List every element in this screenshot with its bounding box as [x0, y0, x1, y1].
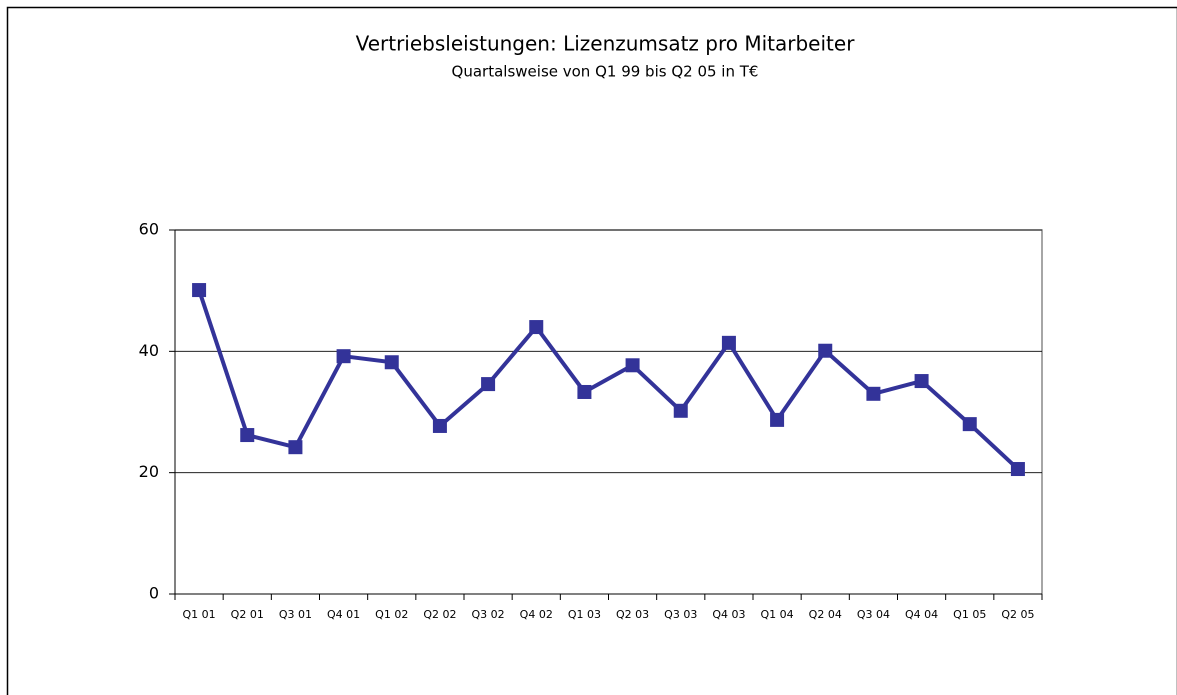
plot-border: [175, 229, 1043, 594]
y-tick-label: 20: [139, 462, 159, 481]
marker: [866, 386, 881, 401]
marker: [240, 428, 255, 443]
x-tick-label: Q4 01: [327, 608, 360, 621]
marker: [721, 335, 736, 350]
x-tick-label: Q4 03: [712, 608, 745, 621]
y-tick-label: 40: [139, 341, 159, 360]
x-tick-label: Q1 03: [568, 608, 601, 621]
x-tick-label: Q2 04: [809, 608, 842, 621]
marker: [962, 417, 977, 432]
marker: [288, 440, 303, 455]
x-tick-label: Q2 05: [1001, 608, 1034, 621]
x-tick-label: Q2 03: [616, 608, 649, 621]
frame: [6, 6, 1177, 695]
marker: [770, 412, 785, 427]
x-tick-label: Q3 04: [857, 608, 890, 621]
marker: [432, 418, 447, 433]
x-tick-label: Q4 04: [905, 608, 938, 621]
x-tick-label: Q1 01: [183, 608, 216, 621]
series-line: [197, 289, 1020, 471]
marker: [529, 320, 544, 335]
x-tick-label: Q2 02: [423, 608, 456, 621]
marker: [577, 384, 592, 399]
y-tick-label: 60: [139, 220, 159, 239]
chart-subtitle: Quartalsweise von Q1 99 bis Q2 05 in T€: [452, 63, 759, 81]
marker: [818, 343, 833, 358]
marker: [192, 283, 207, 298]
marker: [384, 355, 399, 370]
x-tick-label: Q3 02: [472, 608, 505, 621]
x-tick-label: Q1 05: [953, 608, 986, 621]
x-tick-label: Q1 02: [375, 608, 408, 621]
marker: [481, 377, 496, 392]
marker: [1010, 462, 1025, 477]
marker: [673, 403, 688, 418]
marker: [914, 374, 929, 389]
x-tick-label: Q3 01: [279, 608, 312, 621]
chart-title: Vertriebsleistungen: Lizenzumsatz pro Mi…: [356, 32, 856, 56]
x-tick-label: Q3 03: [664, 608, 697, 621]
y-tick-label: 0: [149, 584, 159, 603]
marker: [336, 349, 351, 364]
x-tick-label: Q4 02: [520, 608, 553, 621]
x-tick-label: Q1 04: [761, 608, 794, 621]
x-tick-label: Q2 01: [231, 608, 264, 621]
marker: [625, 358, 640, 373]
